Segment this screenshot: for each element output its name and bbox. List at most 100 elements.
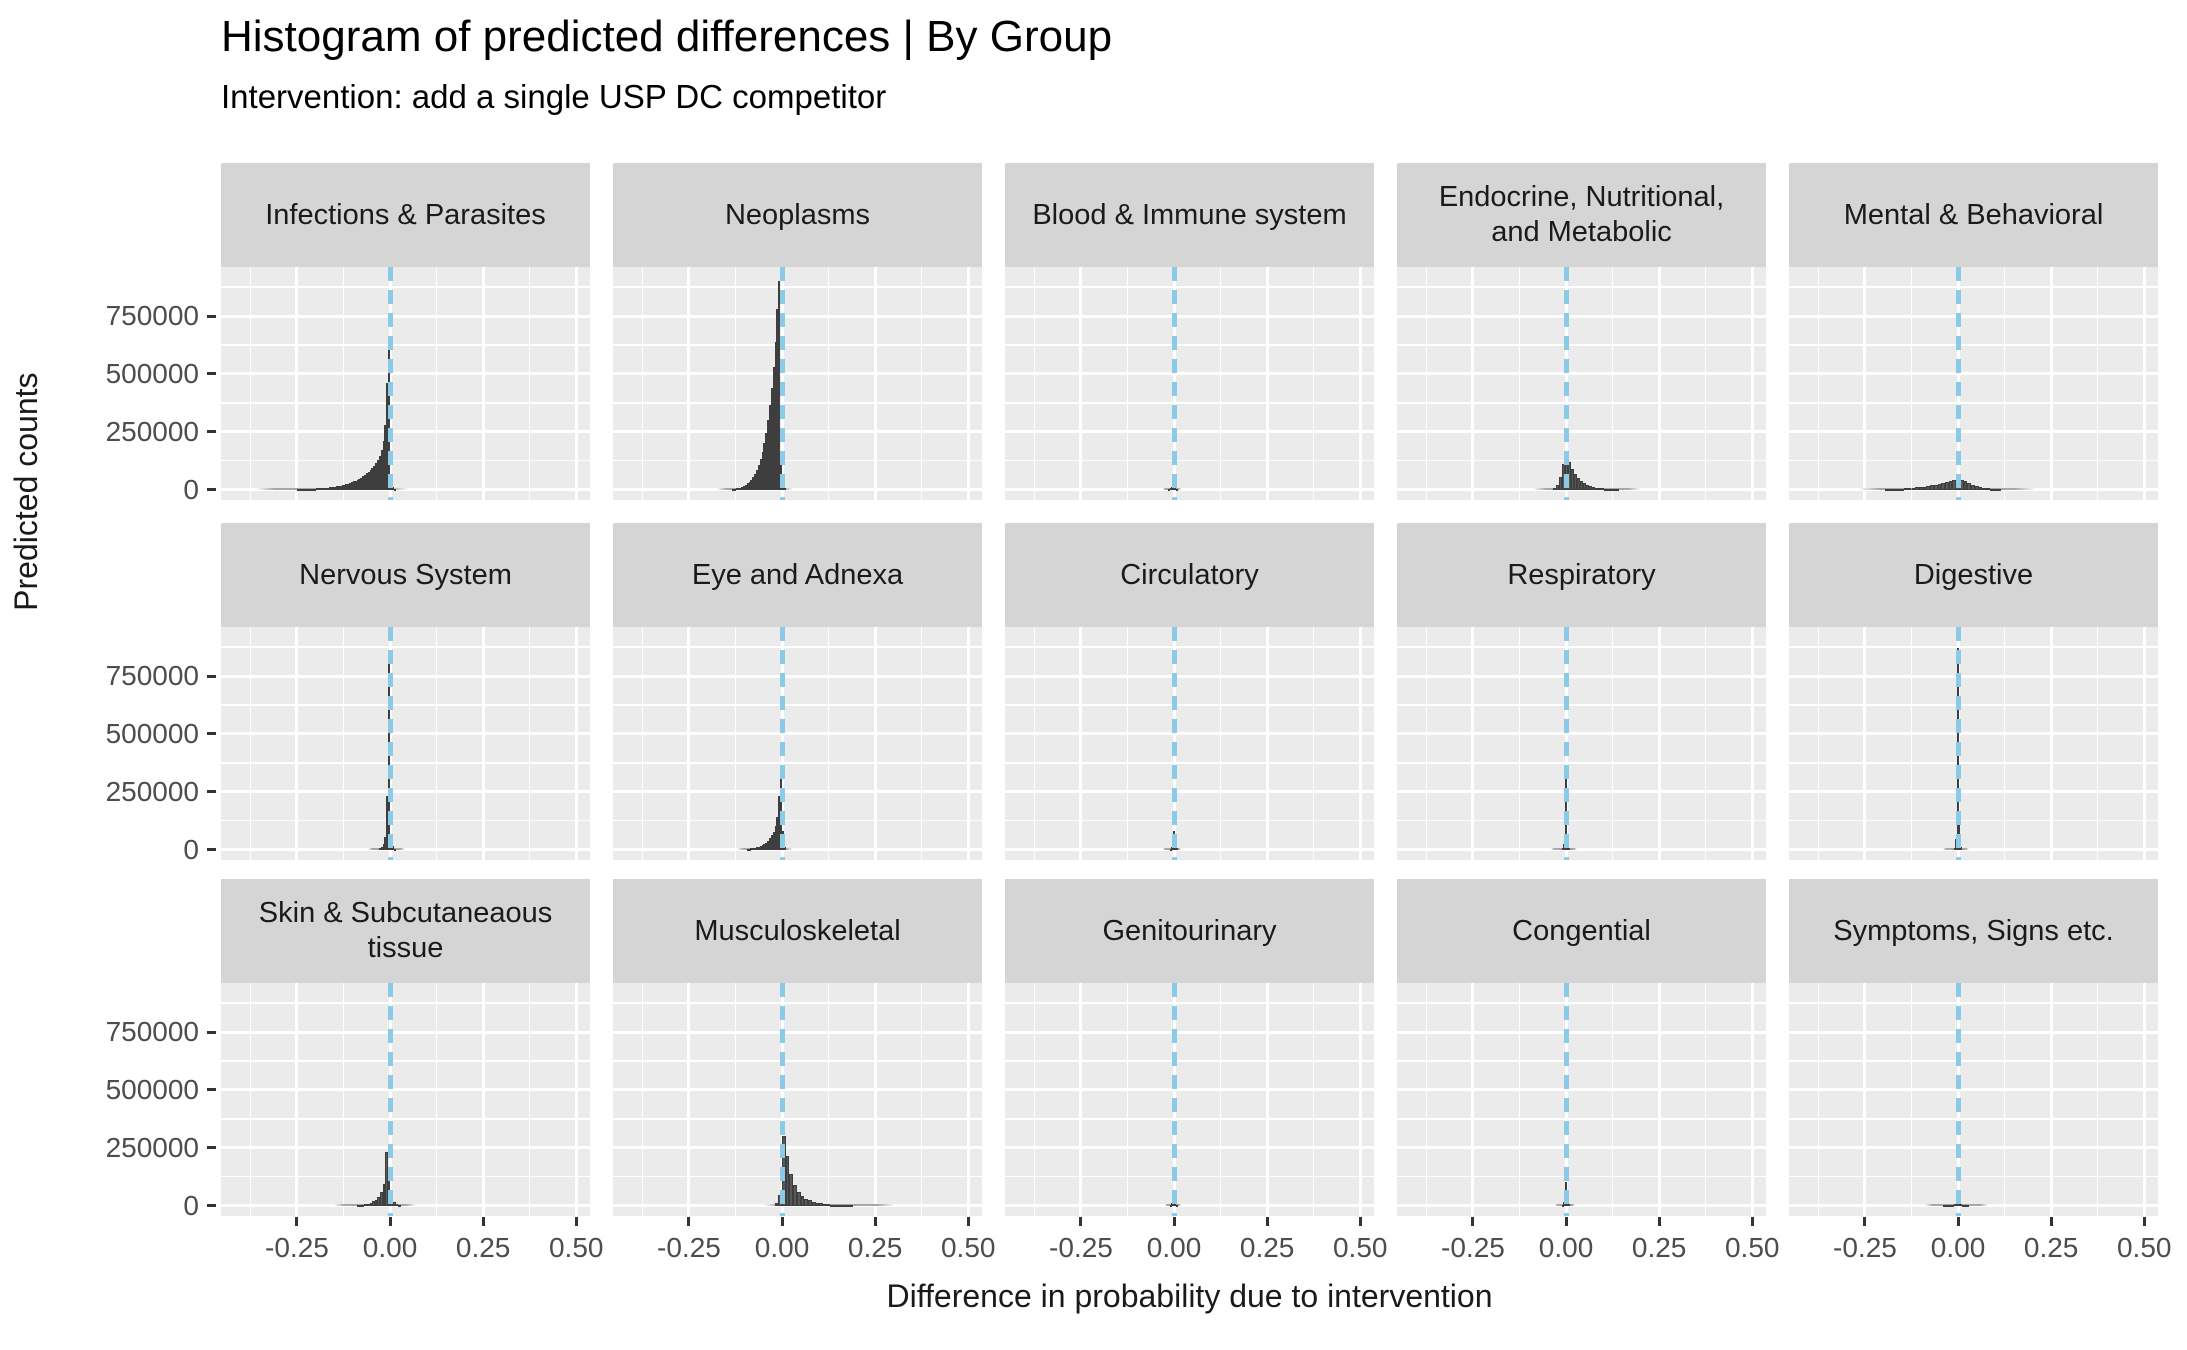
histogram-bar xyxy=(741,486,744,490)
facet-label: Digestive xyxy=(1913,558,2034,591)
gridline-y-major xyxy=(221,732,590,736)
histogram-bar xyxy=(393,488,396,491)
reference-line-zero xyxy=(387,983,393,1216)
histogram-bar xyxy=(1971,484,1975,490)
gridline-x-major xyxy=(481,267,485,500)
histogram-bar xyxy=(1900,488,1905,491)
gridline-y-major xyxy=(613,1030,982,1034)
x-tick-label: 0.00 xyxy=(1930,1232,1986,1263)
histogram-bar xyxy=(382,1183,386,1206)
x-axis-tick xyxy=(295,1217,299,1226)
histogram-bar xyxy=(1907,488,1912,491)
gridline-y-minor xyxy=(1789,1118,2158,1120)
gridline-x-major xyxy=(1471,983,1475,1216)
reference-line-zero xyxy=(1955,983,1961,1216)
gridline-x-minor xyxy=(641,983,644,1216)
histogram-bar xyxy=(1604,488,1607,491)
histogram-bar xyxy=(739,487,742,490)
facet-panel xyxy=(1397,267,1766,500)
histogram-bar xyxy=(750,479,753,490)
histogram-bar xyxy=(367,471,370,490)
gridline-y-minor xyxy=(1005,344,1374,346)
gridline-x-minor xyxy=(1219,627,1222,860)
histogram-bar xyxy=(1904,488,1908,491)
histogram-bar xyxy=(341,485,344,490)
gridline-y-minor xyxy=(1397,1118,1766,1120)
histogram-bar xyxy=(748,848,751,851)
histogram-bar xyxy=(733,488,736,491)
histogram-bar xyxy=(358,478,361,490)
gridline-x-minor xyxy=(1611,267,1614,500)
gridline-y-major xyxy=(221,372,590,376)
facet-label: Neoplasms xyxy=(724,198,871,231)
gridline-x-minor xyxy=(920,983,923,1216)
histogram-bar xyxy=(395,1204,399,1207)
gridline-y-minor xyxy=(613,704,982,706)
gridline-x-minor xyxy=(1817,267,1820,500)
gridline-y-major xyxy=(1789,848,2158,852)
histogram-bar xyxy=(755,469,758,490)
histogram-bar xyxy=(350,482,353,490)
histogram-bar xyxy=(1598,488,1602,491)
facet-strip: Respiratory xyxy=(1397,523,1766,627)
gridline-x-minor xyxy=(1704,267,1707,500)
histogram-bar xyxy=(765,842,768,850)
histogram-bar xyxy=(1941,483,1945,490)
histogram-bar xyxy=(774,1203,779,1206)
gridline-x-minor xyxy=(827,267,830,500)
histogram-bar xyxy=(356,1205,360,1208)
y-axis-tick xyxy=(207,1146,216,1150)
histogram-bar xyxy=(1961,1204,1966,1207)
histogram-bar xyxy=(378,456,381,490)
gridline-x-minor xyxy=(2096,627,2099,860)
histogram-bar xyxy=(1559,476,1563,490)
x-axis-tick xyxy=(687,1217,691,1226)
histogram-bar xyxy=(1922,486,1927,490)
x-tick-label: 0.00 xyxy=(1146,1232,1202,1263)
histogram-bar xyxy=(772,831,775,850)
facet-panel xyxy=(1789,983,2158,1216)
histogram-bar xyxy=(393,848,396,851)
x-axis-tick xyxy=(1172,1217,1176,1226)
histogram-bar xyxy=(300,489,303,492)
gridline-x-minor xyxy=(1704,627,1707,860)
gridline-y-major xyxy=(1397,372,1766,376)
histogram-bar xyxy=(1586,484,1590,490)
histogram-bar xyxy=(737,487,740,490)
y-axis-tick xyxy=(207,674,216,678)
gridline-y-major xyxy=(1005,430,1374,434)
x-axis-tick xyxy=(2049,1217,2053,1226)
gridline-y-major xyxy=(613,732,982,736)
histogram-bar xyxy=(752,848,755,851)
histogram-bar xyxy=(384,836,387,850)
x-axis-tick xyxy=(1079,1217,1083,1226)
gridline-x-major xyxy=(2142,627,2146,860)
facet-label: Nervous System xyxy=(299,558,512,591)
gridline-y-major xyxy=(221,1088,590,1092)
gridline-x-minor xyxy=(827,983,830,1216)
gridline-x-major xyxy=(1358,627,1362,860)
gridline-y-minor xyxy=(613,1118,982,1120)
x-axis-tick xyxy=(966,1217,970,1226)
gridline-x-minor xyxy=(249,627,252,860)
histogram-bar xyxy=(1556,484,1560,490)
histogram-bar xyxy=(1595,487,1599,490)
histogram-bar xyxy=(311,488,314,491)
histogram-bar xyxy=(377,460,379,490)
histogram-bar xyxy=(757,846,760,850)
histogram-bar xyxy=(834,1204,838,1207)
x-tick-label: 0.50 xyxy=(2116,1232,2172,1263)
gridline-x-major xyxy=(2142,983,2146,1216)
gridline-x-major xyxy=(1265,983,1269,1216)
histogram-bar xyxy=(365,473,368,490)
histogram-bar xyxy=(1885,489,1890,492)
histogram-bar xyxy=(819,1203,823,1206)
facet-label: Genitourinary xyxy=(1102,914,1277,947)
gridline-y-major xyxy=(613,430,982,434)
histogram-bar xyxy=(379,1192,383,1206)
gridline-y-major xyxy=(1397,732,1766,736)
gridline-y-minor xyxy=(1397,402,1766,404)
gridline-x-major xyxy=(966,983,970,1216)
facet-label: Musculoskeletal xyxy=(694,914,901,947)
gridline-y-major xyxy=(1005,488,1374,492)
